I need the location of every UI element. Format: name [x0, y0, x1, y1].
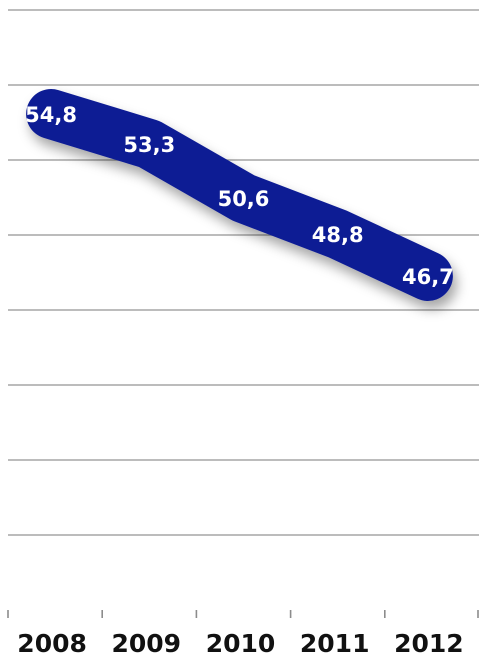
x-tick-label: 2010 [206, 629, 276, 658]
x-tick-label: 2012 [394, 629, 464, 658]
series-layer [26, 89, 453, 301]
data-point [148, 143, 151, 145]
x-tick-label: 2008 [17, 629, 87, 658]
x-tick-label: 2011 [300, 629, 370, 658]
x-tick-label: 2009 [112, 629, 182, 658]
data-label: 48,8 [312, 223, 364, 247]
data-point [242, 197, 245, 199]
gridlines [8, 9, 479, 536]
x-axis: 2008 2009 2010 2011 2012 [7, 610, 479, 658]
data-point [50, 113, 53, 115]
data-point [336, 233, 339, 235]
data-label: 46,7 [402, 265, 454, 289]
data-point [426, 275, 429, 277]
data-labels: 54,8 53,3 50,6 48,8 46,7 [25, 103, 454, 289]
data-label: 53,3 [123, 133, 175, 157]
data-label: 54,8 [25, 103, 77, 127]
data-label: 50,6 [218, 187, 270, 211]
